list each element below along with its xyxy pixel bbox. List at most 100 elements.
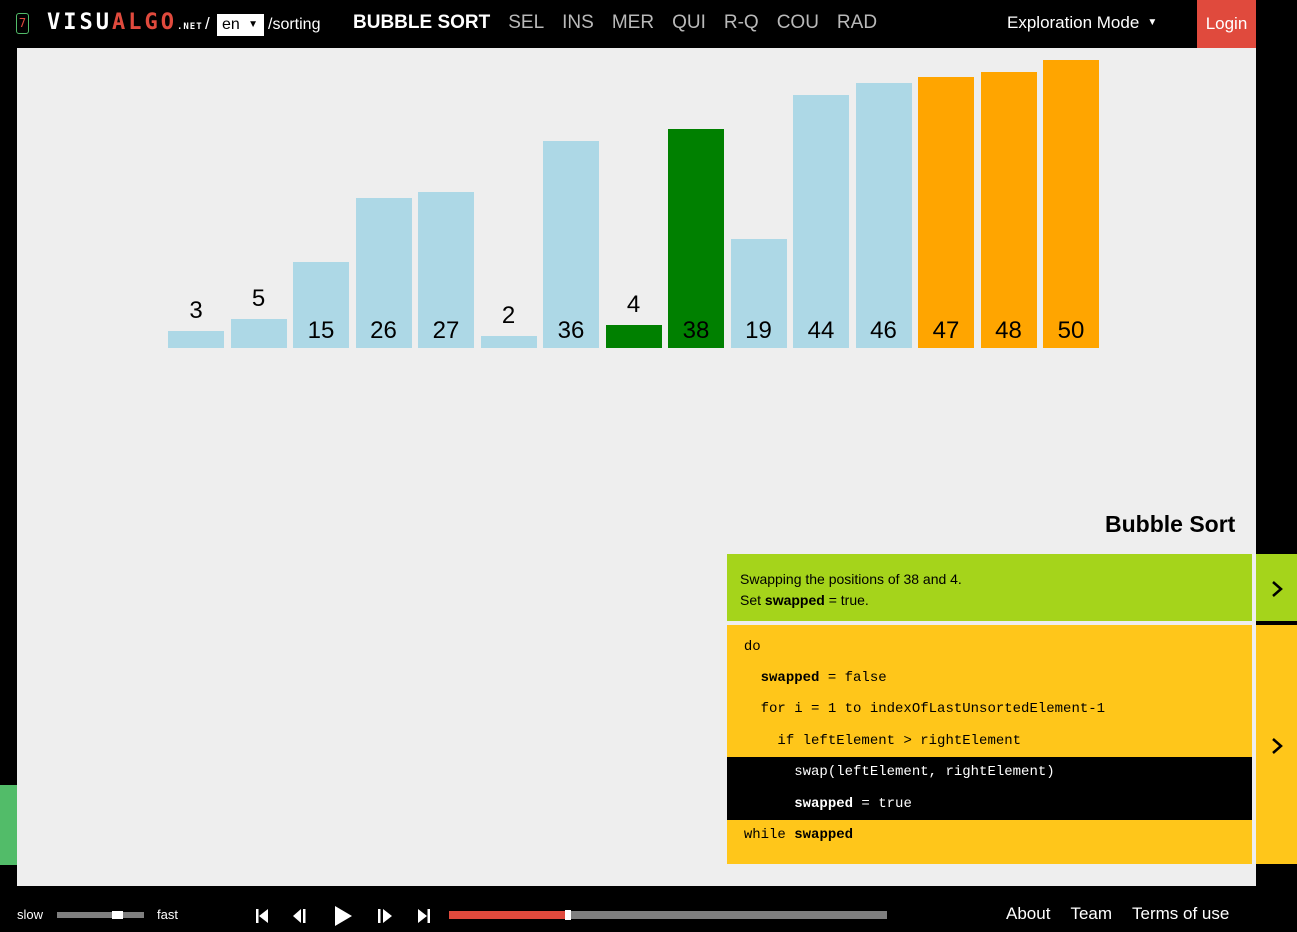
side-panel-tab[interactable] bbox=[0, 785, 17, 865]
array-bar bbox=[230, 319, 287, 348]
array-bar bbox=[293, 261, 349, 348]
array-bar bbox=[480, 336, 537, 348]
logo-visu: VISU bbox=[47, 10, 112, 35]
code-indent bbox=[727, 733, 777, 749]
array-bar bbox=[730, 238, 787, 348]
nav-item-ins[interactable]: INS bbox=[562, 12, 594, 33]
code-line: swapped = false bbox=[727, 663, 1252, 694]
array-bar bbox=[793, 94, 849, 348]
logo[interactable]: VISUALGO.NET bbox=[47, 10, 203, 40]
code-indent bbox=[727, 764, 794, 780]
progress-thumb[interactable] bbox=[564, 910, 571, 920]
nav-item-cou[interactable]: COU bbox=[776, 12, 819, 33]
code-text: swap(leftElement, rightElement) bbox=[794, 764, 1055, 780]
bottom-bar: slow fast About Team Terms of use bbox=[0, 886, 1297, 932]
nav-item-r-q[interactable]: R-Q bbox=[723, 12, 759, 33]
skip-to-end-icon[interactable] bbox=[416, 906, 432, 926]
language-select[interactable]: en ▼ bbox=[217, 14, 264, 36]
array-bar bbox=[605, 324, 662, 348]
mode-select[interactable]: Exploration Mode ▼ bbox=[1007, 13, 1157, 33]
code-line: while swapped bbox=[727, 820, 1252, 864]
status-prefix: Set bbox=[740, 592, 765, 608]
code-indent bbox=[727, 701, 761, 717]
bar-chart: 3 5 15 26 27 2 36 4 38 19 44 46 47 48 50 bbox=[17, 48, 1256, 448]
code-toggle-button[interactable] bbox=[1256, 625, 1297, 864]
panel-divider bbox=[1256, 621, 1297, 625]
code-line: if leftElement > rightElement bbox=[727, 725, 1252, 757]
array-value-label: 47 bbox=[932, 317, 960, 344]
array-bar bbox=[668, 129, 724, 348]
array-bar bbox=[418, 192, 474, 348]
triangle-down-icon: ▼ bbox=[248, 19, 258, 30]
array-value-label: 50 bbox=[1057, 317, 1085, 344]
code-indent bbox=[727, 670, 761, 686]
skip-to-start-icon[interactable] bbox=[254, 906, 270, 926]
array-value-label: 3 bbox=[189, 296, 203, 324]
speed-slider-thumb[interactable] bbox=[111, 911, 123, 919]
code-text: if leftElement > rightElement bbox=[777, 733, 1022, 749]
path-separator: / bbox=[205, 14, 210, 33]
nav-item-mer[interactable]: MER bbox=[611, 12, 655, 33]
code-indent bbox=[727, 796, 794, 812]
footer-links: About Team Terms of use bbox=[1006, 904, 1249, 924]
visualization-canvas: 3 5 15 26 27 2 36 4 38 19 44 46 47 48 50 Bubble Sort bbox=[17, 48, 1256, 886]
array-value-label: 44 bbox=[807, 317, 835, 344]
footer-link-team[interactable]: Team bbox=[1070, 904, 1113, 923]
status-toggle-button[interactable] bbox=[1256, 554, 1297, 621]
array-value-label: 48 bbox=[995, 317, 1022, 344]
progress-fill bbox=[449, 911, 565, 919]
footer-link-about[interactable]: About bbox=[1006, 904, 1051, 923]
array-value-label: 26 bbox=[370, 317, 397, 344]
array-value-label: 27 bbox=[432, 317, 460, 344]
logo-algo: ALGO bbox=[111, 10, 177, 35]
status-suffix: = true. bbox=[824, 592, 869, 608]
code-text: for i = 1 to indexOfLastUnsortedElement-… bbox=[760, 701, 1106, 717]
array-bar bbox=[355, 198, 412, 348]
array-value-label: 5 bbox=[251, 285, 266, 313]
nav-item-qui[interactable]: QUI bbox=[672, 12, 706, 33]
array-value-label: 19 bbox=[745, 317, 772, 344]
array-bar bbox=[168, 330, 224, 348]
top-bar: 7 VISUALGO.NET / en ▼ /sorting BUBBLE SOR… bbox=[0, 0, 1297, 48]
logo-net: .NET bbox=[176, 22, 203, 32]
speed-slow-label: slow bbox=[17, 907, 44, 922]
pseudocode-panel: do swapped = false for i = 1 to indexOfL… bbox=[727, 625, 1252, 864]
array-value-label: 38 bbox=[682, 317, 710, 344]
logo-badge: 7 bbox=[16, 13, 29, 34]
chevron-right-icon bbox=[1271, 737, 1283, 754]
footer-link-terms-of-use[interactable]: Terms of use bbox=[1132, 904, 1230, 923]
code-keyword: swapped bbox=[794, 827, 854, 843]
status-panel: Swapping the positions of 38 and 4. Set … bbox=[727, 554, 1252, 621]
status-line-2: Set swapped = true. bbox=[740, 590, 1239, 611]
language-value: en bbox=[222, 16, 240, 33]
array-bar bbox=[543, 140, 599, 348]
mode-label: Exploration Mode bbox=[1007, 13, 1140, 32]
code-line: swap(leftElement, rightElement) bbox=[727, 757, 1252, 788]
caret-down-icon: ▼ bbox=[1147, 17, 1158, 28]
step-forward-icon[interactable] bbox=[375, 906, 395, 926]
algorithm-title: Bubble Sort bbox=[1105, 511, 1236, 537]
speed-slider[interactable] bbox=[57, 912, 144, 918]
code-text: = false bbox=[819, 670, 887, 686]
login-button[interactable]: Login bbox=[1197, 0, 1256, 48]
algorithm-nav: BUBBLE SORT SEL INS MER QUI R-Q COU RAD bbox=[353, 12, 895, 34]
step-backward-icon[interactable] bbox=[290, 906, 310, 926]
nav-item-bubble-sort[interactable]: BUBBLE SORT bbox=[353, 12, 491, 33]
chevron-right-icon bbox=[1271, 580, 1283, 597]
play-icon[interactable] bbox=[333, 904, 353, 928]
array-bar bbox=[1043, 60, 1099, 348]
code-text: = true bbox=[853, 796, 912, 812]
nav-item-rad[interactable]: RAD bbox=[836, 12, 878, 33]
module-path: /sorting bbox=[268, 16, 321, 33]
nav-item-sel[interactable]: SEL bbox=[508, 12, 545, 33]
speed-fast-label: fast bbox=[157, 907, 178, 922]
code-keyword: swapped bbox=[760, 670, 820, 686]
array-value-label: 46 bbox=[870, 317, 897, 344]
array-value-label: 4 bbox=[626, 290, 641, 318]
array-bar bbox=[918, 77, 974, 348]
progress-bar[interactable] bbox=[449, 910, 887, 920]
code-keyword: swapped bbox=[794, 796, 854, 812]
code-indent bbox=[727, 639, 744, 655]
code-line: for i = 1 to indexOfLastUnsortedElement-… bbox=[727, 694, 1252, 725]
array-value-label: 36 bbox=[557, 317, 585, 344]
